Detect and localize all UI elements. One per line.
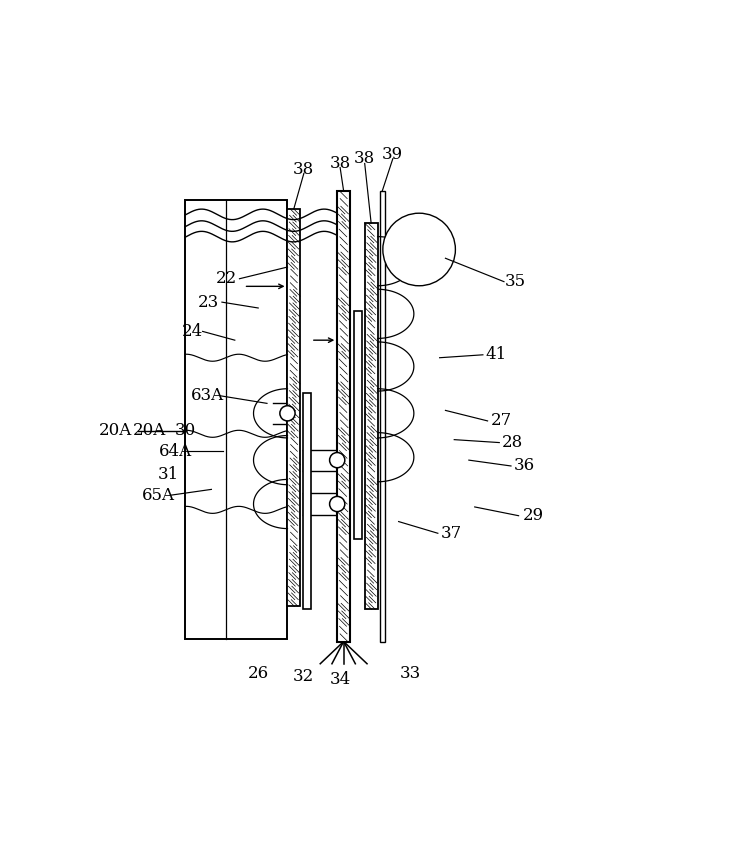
Text: 26: 26 (248, 665, 269, 682)
Text: 36: 36 (514, 458, 535, 474)
Circle shape (330, 497, 345, 512)
Bar (185, 200, 288, 638)
Circle shape (280, 405, 295, 421)
Text: 41: 41 (485, 346, 507, 363)
Text: 35: 35 (505, 273, 526, 290)
Text: 31: 31 (158, 466, 179, 484)
Text: 65A: 65A (142, 487, 175, 503)
Text: 20A: 20A (99, 423, 132, 439)
Bar (365, 223, 378, 609)
Text: 27: 27 (491, 412, 512, 430)
Text: 38: 38 (293, 161, 315, 178)
Text: 63A: 63A (191, 387, 224, 405)
Text: 22: 22 (215, 271, 236, 287)
Text: 38: 38 (329, 155, 351, 172)
Text: 32: 32 (293, 668, 315, 685)
Text: 33: 33 (399, 665, 421, 682)
Text: 23: 23 (198, 294, 219, 311)
Text: 28: 28 (502, 434, 523, 451)
Text: 64A: 64A (159, 443, 192, 460)
Circle shape (383, 213, 455, 286)
Text: 30: 30 (174, 423, 196, 439)
Text: 20A: 20A (132, 423, 165, 439)
Text: 24: 24 (181, 323, 202, 340)
Bar (337, 191, 350, 642)
Bar (353, 311, 362, 539)
Text: 37: 37 (441, 525, 462, 542)
Text: 39: 39 (382, 146, 403, 163)
Text: 29: 29 (522, 507, 544, 524)
Text: 38: 38 (354, 150, 375, 168)
Bar (288, 209, 300, 606)
Circle shape (330, 453, 345, 468)
Bar (304, 393, 312, 609)
Bar (380, 191, 384, 642)
Text: 34: 34 (329, 671, 351, 688)
